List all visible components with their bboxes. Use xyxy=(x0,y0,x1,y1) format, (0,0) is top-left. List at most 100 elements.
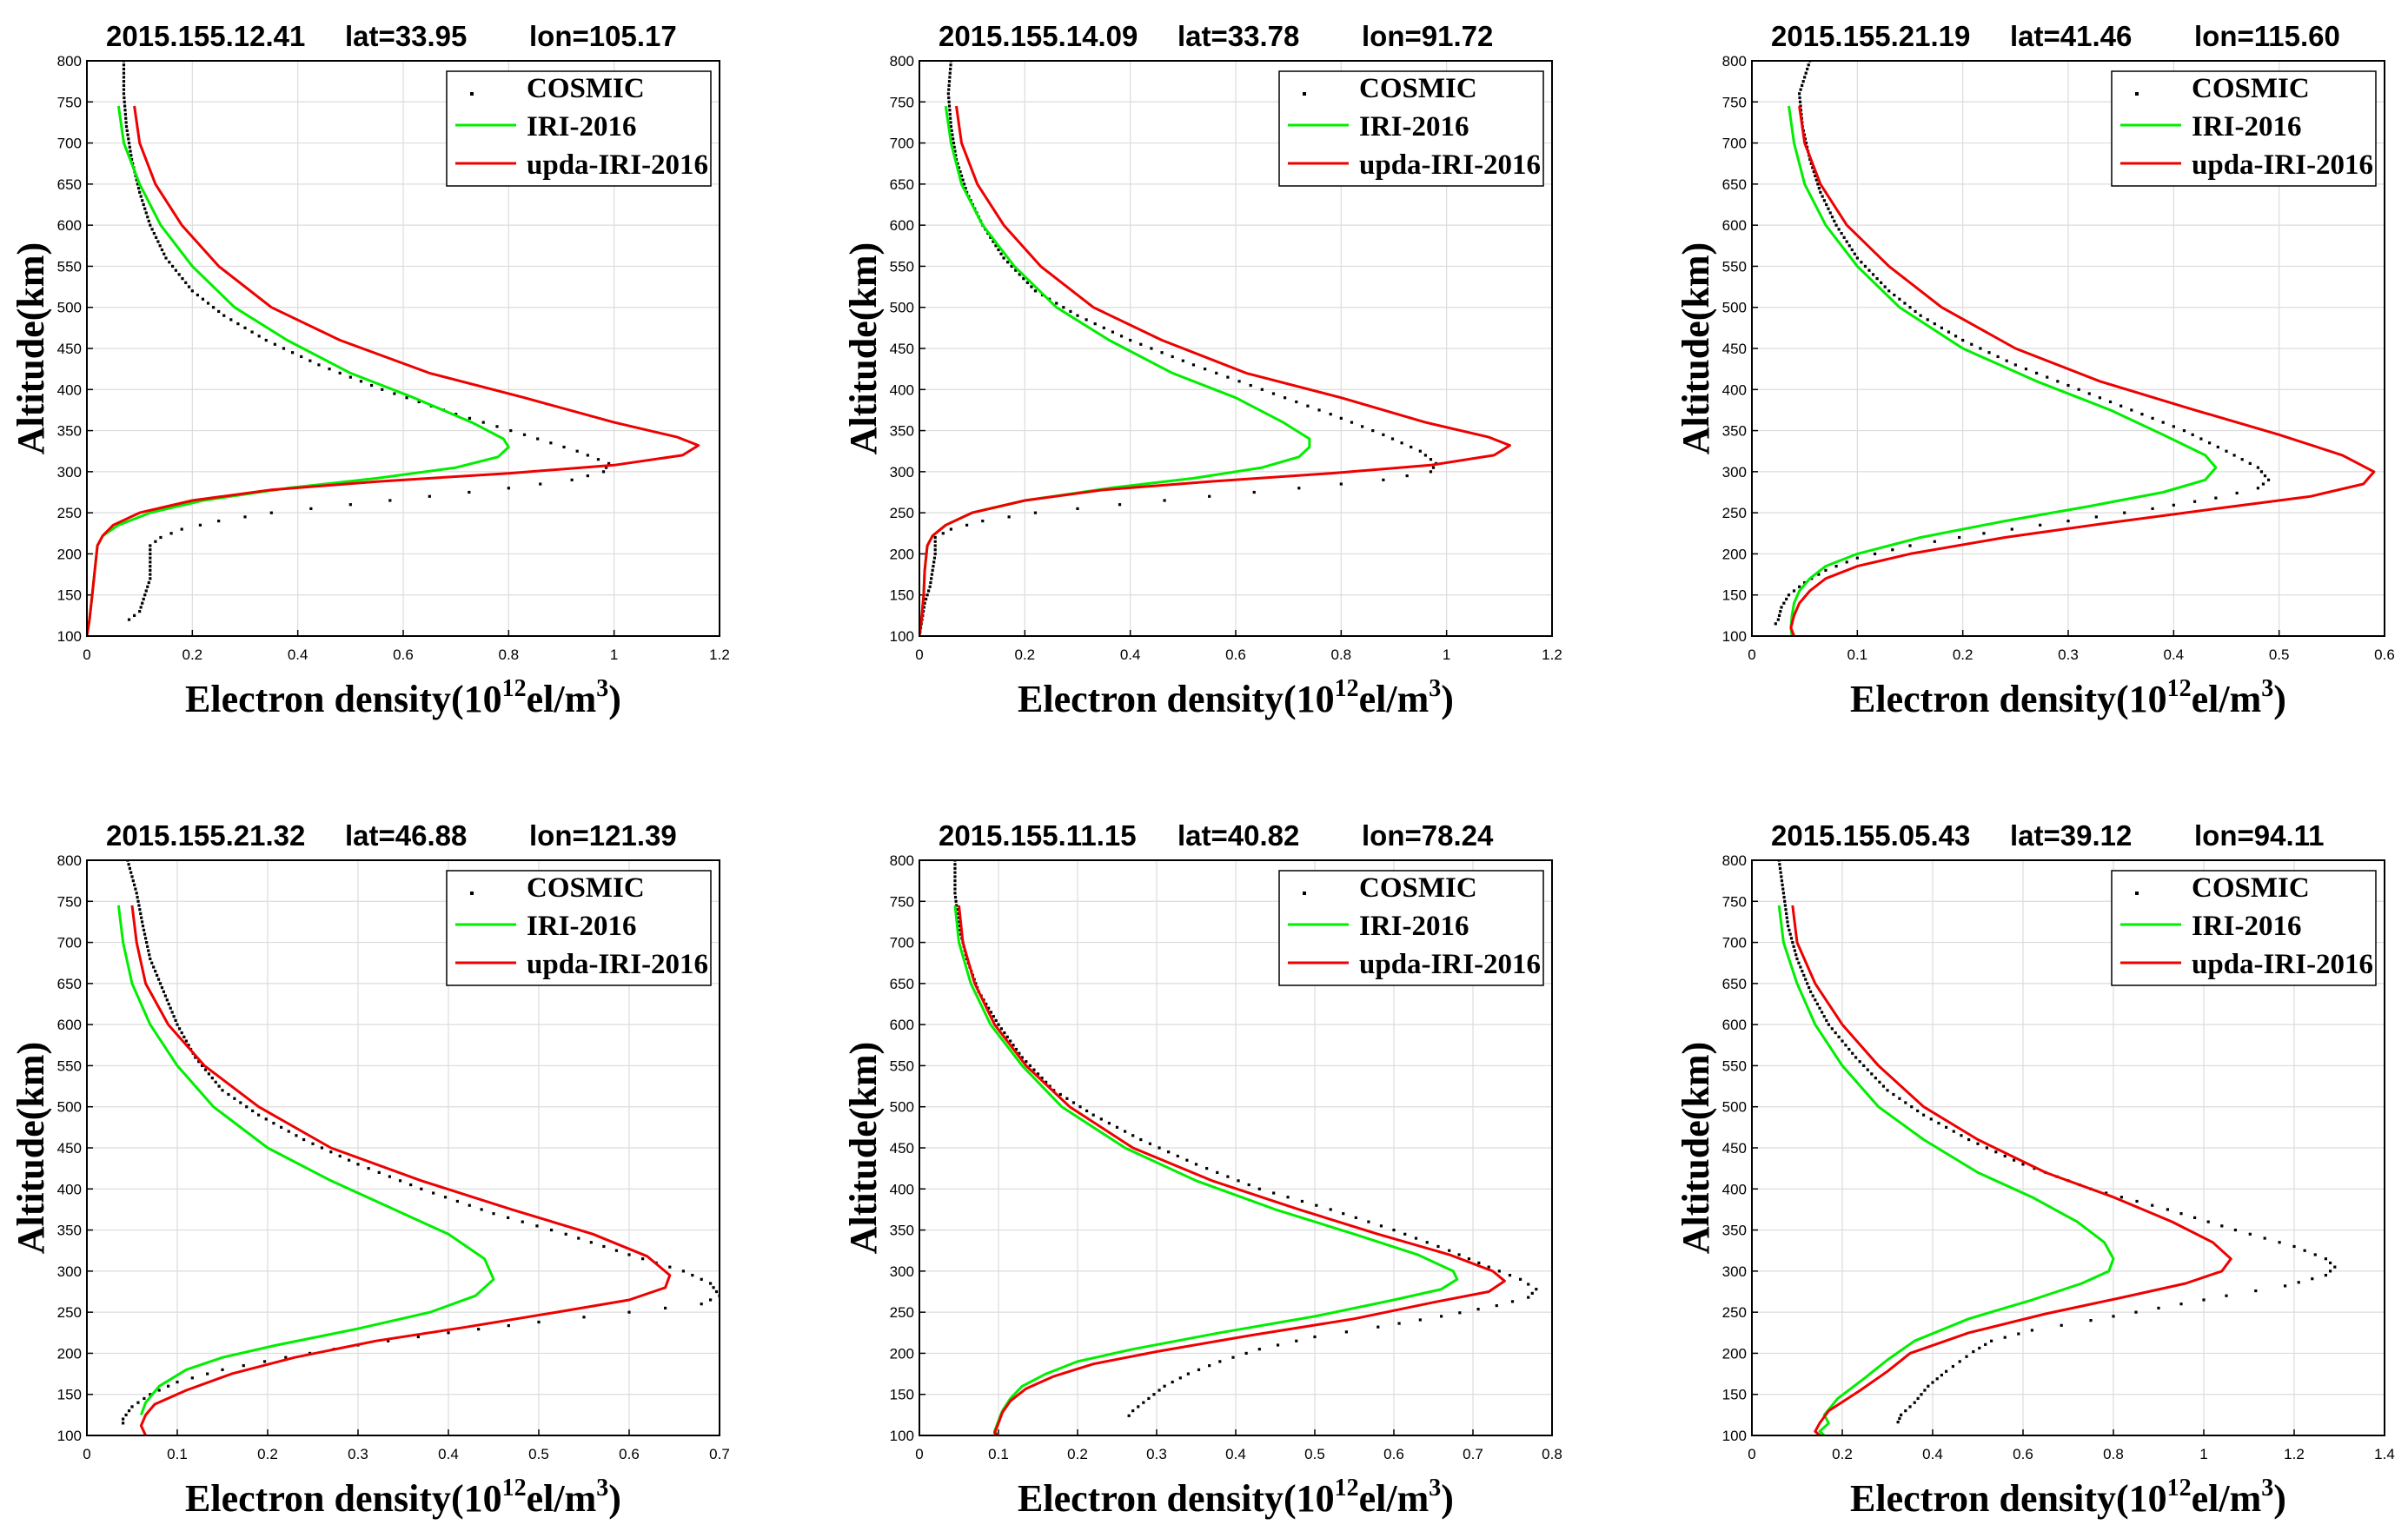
cosmic-point xyxy=(127,863,130,866)
cosmic-point xyxy=(308,359,312,362)
cosmic-point xyxy=(149,568,152,572)
cosmic-point xyxy=(1929,1117,1933,1121)
cosmic-point xyxy=(992,1015,995,1018)
legend-label: COSMIC xyxy=(2192,73,2310,104)
cosmic-point xyxy=(691,1273,694,1277)
cosmic-point xyxy=(480,1208,483,1211)
x-axis-label-end: ) xyxy=(2273,678,2286,720)
cosmic-point xyxy=(952,145,956,149)
chart-title-part: lon=105.17 xyxy=(529,20,677,52)
cosmic-point xyxy=(957,166,961,169)
upda-iri-2016-line xyxy=(130,905,672,1435)
x-axis-label-main: Electron density(10 xyxy=(185,678,502,720)
cosmic-point xyxy=(955,904,959,907)
cosmic-point xyxy=(1397,1322,1401,1325)
cosmic-point xyxy=(2087,392,2091,395)
cosmic-point xyxy=(1006,261,1010,264)
cosmic-point xyxy=(1979,347,1982,350)
cosmic-point xyxy=(381,388,384,391)
chart-panel-3: 0 0.1 0.2 0.3 0.4 0.5 0.6 100 150 200 250 300 350 400… xyxy=(1675,20,2395,720)
cosmic-point xyxy=(1798,100,1802,103)
cosmic-point xyxy=(300,355,303,359)
cosmic-point xyxy=(1313,1335,1317,1339)
cosmic-point xyxy=(953,149,957,153)
cosmic-point xyxy=(930,573,934,576)
cosmic-point xyxy=(2157,1306,2160,1310)
cosmic-point xyxy=(2056,380,2060,383)
cosmic-point xyxy=(495,425,499,428)
cosmic-point xyxy=(2329,1261,2332,1264)
chart-title-part: 2015.155.05.43 xyxy=(1771,819,1970,852)
cosmic-point xyxy=(338,371,342,375)
cosmic-point xyxy=(1062,306,1065,309)
cosmic-point xyxy=(221,1089,224,1092)
cosmic-point xyxy=(2256,487,2259,490)
y-tick-label: 200 xyxy=(57,1345,82,1362)
cosmic-point xyxy=(122,76,126,79)
y-tick-label: 650 xyxy=(1722,176,1747,193)
cosmic-point xyxy=(1780,879,1784,883)
y-tick-label: 400 xyxy=(890,381,914,398)
y-tick-label: 800 xyxy=(57,53,82,70)
x-tick-label: 0.4 xyxy=(2164,646,2185,663)
cosmic-point xyxy=(957,920,960,924)
cosmic-point xyxy=(1065,1097,1069,1100)
x-tick-label: 0 xyxy=(915,1446,923,1462)
y-tick-label: 400 xyxy=(890,1181,914,1197)
iri-2016-line xyxy=(1777,905,2115,1435)
cosmic-point xyxy=(2013,1158,2016,1162)
cosmic-point xyxy=(146,585,149,588)
cosmic-point xyxy=(1271,392,1276,395)
x-tick-label: 1.2 xyxy=(709,646,730,663)
cosmic-point xyxy=(2151,1203,2154,1207)
cosmic-point xyxy=(1780,606,1783,609)
cosmic-point xyxy=(2233,1228,2237,1232)
cosmic-point xyxy=(1908,306,1912,309)
cosmic-point xyxy=(1244,1351,1248,1356)
cosmic-point xyxy=(1147,1396,1151,1401)
cosmic-point xyxy=(507,487,510,490)
cosmic-point xyxy=(1779,871,1782,874)
chart-title-part: 2015.155.14.09 xyxy=(939,20,1138,52)
cosmic-point xyxy=(1055,302,1058,305)
cosmic-point xyxy=(1276,1343,1280,1347)
cosmic-point xyxy=(468,416,472,420)
cosmic-point xyxy=(174,268,177,272)
cosmic-point xyxy=(162,990,165,993)
cosmic-point xyxy=(1178,1376,1182,1380)
cosmic-point xyxy=(150,961,154,965)
cosmic-point xyxy=(1186,1372,1190,1376)
cosmic-point xyxy=(140,916,143,919)
x-axis-label-sup: 3 xyxy=(1429,675,1441,702)
cosmic-point xyxy=(1893,293,1896,297)
cosmic-point xyxy=(1785,916,1788,919)
cosmic-point xyxy=(159,535,163,540)
x-tick-label: 0.1 xyxy=(167,1446,188,1462)
cosmic-point xyxy=(206,302,210,305)
cosmic-point xyxy=(948,112,952,116)
cosmic-point xyxy=(125,129,129,132)
cosmic-point xyxy=(409,1183,413,1187)
cosmic-point xyxy=(2232,454,2236,457)
cosmic-point xyxy=(2259,470,2264,474)
cosmic-point xyxy=(1295,1339,1298,1342)
legend-label: COSMIC xyxy=(1359,73,1477,104)
cosmic-point xyxy=(1802,973,1806,977)
y-tick-label: 500 xyxy=(1722,300,1747,316)
x-axis-label-end: ) xyxy=(1441,678,1454,720)
cosmic-point xyxy=(954,154,958,157)
y-tick-label: 300 xyxy=(890,1263,914,1280)
chart-panel-5: 0 0.1 0.2 0.3 0.4 0.5 0.6 0.7 0.8 100 150 200 250 300… xyxy=(842,819,1562,1520)
x-axis-label-end: ) xyxy=(2273,1477,2286,1520)
cosmic-point xyxy=(168,261,171,264)
cosmic-point xyxy=(282,347,286,350)
cosmic-point xyxy=(447,1331,450,1335)
y-tick-label: 250 xyxy=(1722,505,1747,521)
cosmic-point xyxy=(420,1187,423,1190)
cosmic-point xyxy=(709,1298,713,1302)
plot-frame xyxy=(1751,859,2385,1436)
cosmic-point xyxy=(141,199,144,202)
cosmic-point xyxy=(468,490,471,494)
plot-frame xyxy=(1751,60,2385,637)
cosmic-point xyxy=(122,63,126,67)
